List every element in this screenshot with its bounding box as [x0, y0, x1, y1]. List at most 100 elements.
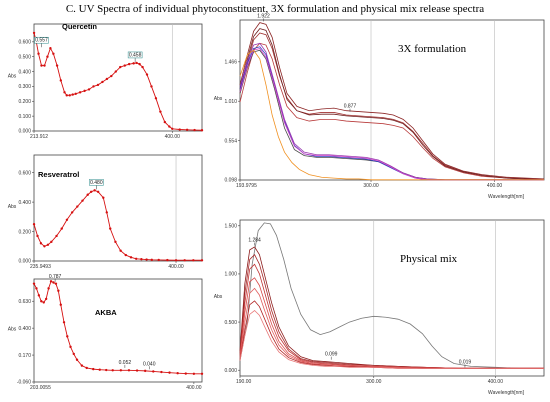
data-point	[129, 256, 133, 259]
data-point	[114, 240, 117, 244]
y-tick-label: 0.500	[224, 320, 237, 326]
data-point	[193, 128, 196, 132]
data-point	[52, 52, 55, 55]
data-point	[105, 211, 108, 214]
data-point	[32, 222, 36, 226]
y-tick-label: 0.000	[18, 259, 31, 265]
data-point	[119, 65, 122, 69]
data-point	[160, 370, 163, 374]
data-point	[143, 369, 147, 373]
series-line	[239, 28, 545, 181]
data-point	[124, 253, 128, 257]
data-point	[135, 61, 138, 65]
data-point	[87, 88, 91, 91]
annotation-box	[89, 179, 104, 186]
data-point	[85, 366, 88, 370]
data-point	[174, 259, 178, 262]
data-point	[114, 70, 118, 73]
data-point	[57, 289, 60, 292]
data-point	[183, 259, 186, 262]
y-axis-label: Abs	[8, 74, 17, 80]
y-axis-label: Abs	[214, 294, 223, 300]
x-tick-label: 213.912	[30, 134, 48, 140]
data-point	[43, 64, 46, 67]
y-axis-label: Abs	[8, 204, 17, 210]
data-point	[32, 282, 36, 285]
data-point	[127, 62, 131, 66]
y-tick-label: 0.300	[18, 84, 31, 90]
series-line	[239, 46, 544, 181]
resveratrol-panel: 0.000 0.200 0.400 0.600 235.9493 400.00 Abs 0.4…	[8, 154, 204, 270]
data-point	[70, 211, 74, 214]
annotation-label: 0.787	[49, 274, 62, 280]
series-line	[239, 32, 545, 181]
data-point	[40, 64, 43, 67]
data-point	[40, 300, 43, 303]
annotation-label: 0.557	[35, 38, 48, 44]
plot-frame	[33, 154, 203, 262]
series-line	[239, 309, 544, 369]
data-point	[93, 189, 96, 192]
series-line	[239, 48, 544, 181]
annotation-label: 0.040	[143, 361, 156, 367]
data-point	[150, 258, 153, 262]
data-point	[65, 94, 68, 97]
plot-frame	[33, 278, 203, 383]
data-point	[145, 73, 149, 76]
data-point	[138, 62, 141, 66]
data-point	[69, 345, 72, 349]
data-point	[192, 259, 195, 262]
data-point	[55, 234, 58, 238]
data-point	[171, 127, 174, 130]
data-point	[168, 125, 171, 128]
data-point	[37, 294, 41, 297]
data-point	[119, 249, 122, 252]
data-point	[111, 369, 114, 372]
x-tick-label: 400.00	[168, 264, 184, 270]
data-point	[74, 92, 77, 96]
x-axis-label: Wavelength[nm]	[488, 194, 525, 200]
data-point	[92, 367, 95, 371]
physical-mix-panel: 0.000 0.500 1.000 1.500 190.00 300.00 400.00 Ab…	[214, 219, 545, 396]
panel-title: Physical mix	[400, 253, 458, 265]
data-point	[109, 227, 112, 230]
annotation-box	[34, 36, 49, 44]
data-point	[81, 199, 84, 202]
series-line	[239, 22, 545, 180]
y-tick-label: 0.500	[18, 54, 31, 60]
data-point	[72, 352, 75, 356]
data-point	[102, 196, 105, 199]
data-point	[44, 297, 48, 301]
data-point	[96, 190, 100, 194]
data-point	[101, 80, 104, 84]
data-point	[54, 282, 58, 285]
x-tick-label: 400.00	[186, 385, 202, 391]
data-point	[200, 129, 204, 132]
x-tick-label: 400.00	[487, 183, 503, 189]
annotation-label: 0.458	[129, 52, 142, 58]
data-point	[168, 371, 171, 374]
data-point	[71, 93, 74, 96]
data-point	[83, 89, 86, 93]
data-point	[105, 368, 108, 372]
data-point	[35, 287, 38, 290]
akba-panel: -0.060 0.170 0.400 0.630 203.0055 400.00 Abs 0.…	[8, 274, 204, 391]
data-point	[47, 287, 50, 290]
annotation-box	[127, 51, 143, 59]
data-point	[119, 369, 123, 372]
data-point	[157, 258, 160, 262]
series-line	[239, 287, 544, 369]
y-tick-label: -0.060	[17, 380, 31, 386]
y-tick-label: 0.600	[18, 170, 31, 176]
data-point	[110, 74, 113, 78]
series-line	[239, 253, 544, 369]
y-tick-label: 0.400	[18, 326, 31, 332]
y-axis-label: Abs	[8, 327, 17, 333]
data-point	[135, 257, 138, 260]
figure-title: C. UV Spectra of individual phytoconstit…	[65, 3, 485, 15]
data-point	[154, 97, 158, 100]
annotation-label: 1.284	[248, 238, 261, 244]
data-point	[132, 62, 135, 65]
series-line	[239, 263, 544, 369]
y-tick-label: 1.010	[224, 99, 237, 105]
